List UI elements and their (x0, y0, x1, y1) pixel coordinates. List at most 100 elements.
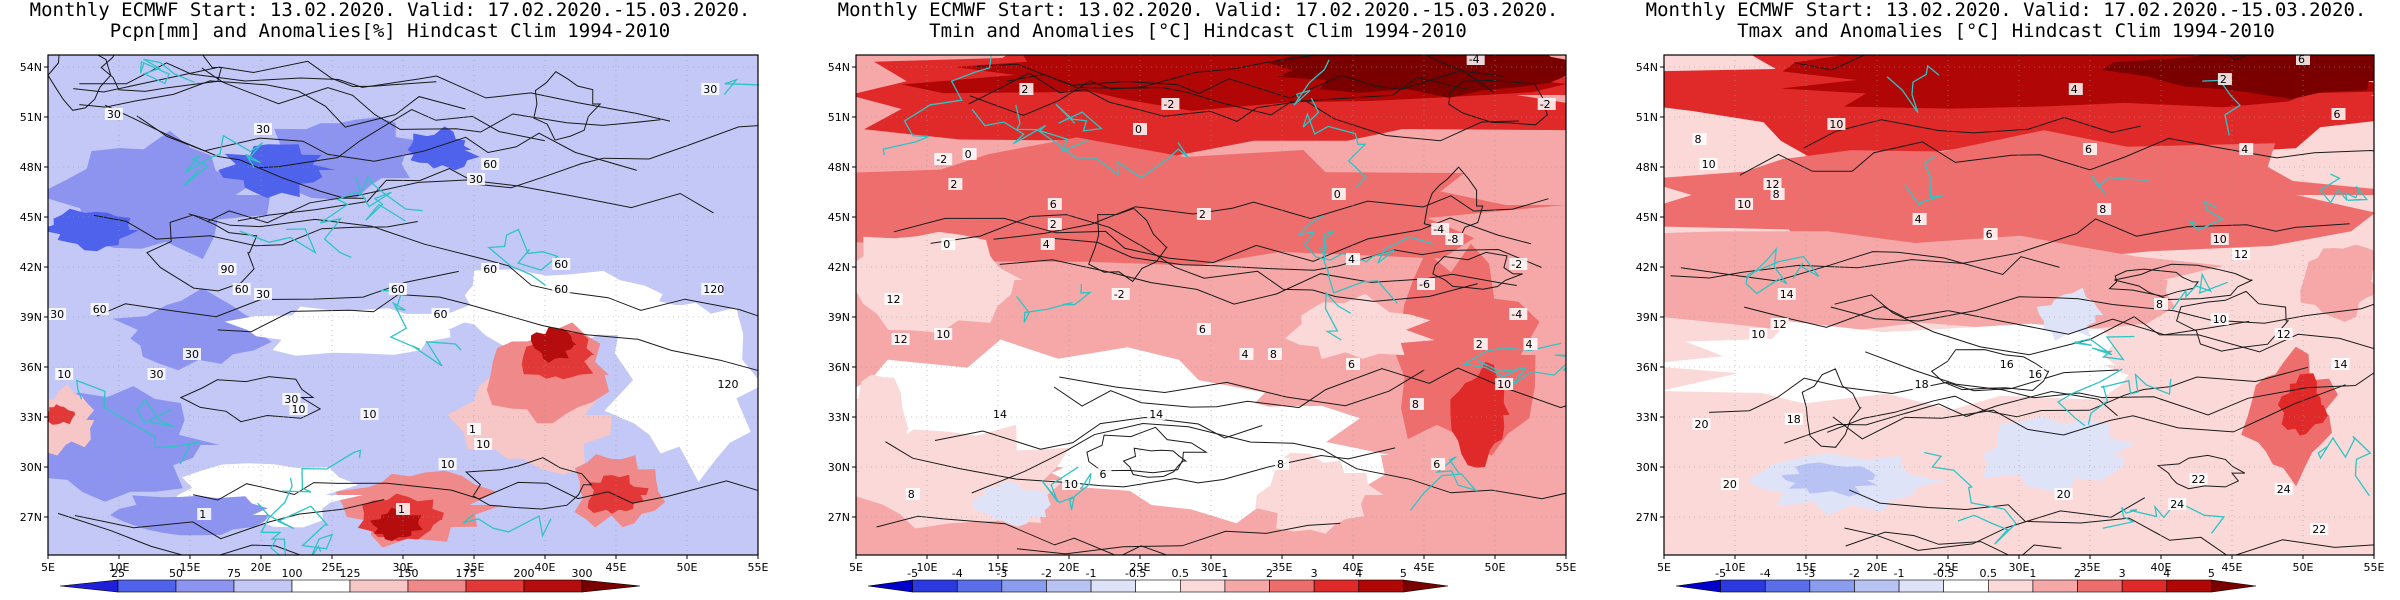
contour-line (1803, 116, 2141, 149)
colorbar-label: 2 (1266, 567, 1273, 580)
coastline (1745, 246, 1820, 295)
contour-label-text: 4 (2071, 83, 2078, 96)
title-line-2: Tmax and Anomalies [°C] Hindcast Clim 19… (1737, 20, 2275, 42)
colorbar-segment (912, 579, 958, 593)
coastline (487, 228, 559, 286)
contour-label-bg (2274, 328, 2293, 340)
colorbar-label: 2 (2074, 567, 2081, 580)
contour-label: 10 (1749, 328, 1768, 341)
lon-tick-label: 55E (2364, 561, 2385, 574)
contour-line (1849, 489, 2374, 555)
contour-label-bg (360, 408, 379, 420)
contour-label: 120 (715, 378, 739, 391)
contour-label: 60 (481, 158, 500, 171)
contour-label-text: 6 (1100, 468, 1107, 481)
colorbar-segment (1269, 579, 1315, 593)
contour-line (79, 80, 466, 128)
contour-label: 1 (396, 503, 410, 516)
lon-tick-label: 40E (2151, 561, 2172, 574)
lat-tick-label: 36N (828, 361, 850, 374)
contour-line (1801, 368, 1862, 448)
contour-label-bg (2274, 483, 2293, 495)
contour-label-text: 16 (2028, 368, 2042, 381)
contour-label-text: 1 (398, 503, 405, 516)
lat-tick-label: 27N (1636, 511, 1658, 524)
contour-label-bg (1019, 83, 1034, 95)
contour-line (885, 441, 1396, 488)
anomaly-area (587, 474, 649, 514)
contour-line (1827, 366, 2308, 433)
contour-label: 14 (2331, 358, 2350, 371)
contour-label-text: 8 (1270, 348, 1277, 361)
contour-label-text: 4 (1043, 238, 1050, 251)
lon-tick-label: 25E (1938, 561, 1959, 574)
contour-label: 14 (1147, 408, 1166, 421)
contour-label-bg (474, 438, 493, 450)
contour-label: 16 (1997, 358, 2016, 371)
contour-label-bg (1431, 223, 1450, 235)
contour-label-text: 30 (107, 108, 121, 121)
contour-label-text: 20 (1723, 478, 1737, 491)
lat-tick-label: 39N (20, 311, 42, 324)
contour-label-bg (1537, 98, 1556, 110)
contour-label-bg (1431, 458, 1446, 470)
anomaly-area (1285, 293, 1435, 359)
contour-label-text: 14 (2334, 358, 2348, 371)
anomaly-area (1664, 321, 2129, 410)
contour-line (188, 213, 758, 317)
coastline (882, 55, 993, 156)
coastline (1015, 104, 1189, 179)
contour-label-text: 2 (1021, 83, 1028, 96)
panel-title: Monthly ECMWF Start: 13.02.2020. Valid: … (0, 0, 780, 42)
contour-label-bg (905, 488, 920, 500)
contour-label: 22 (2189, 473, 2208, 486)
coastline (1293, 59, 1330, 106)
contour-label: 8 (1275, 458, 1289, 471)
contour-label: 12 (2232, 248, 2251, 261)
colorbar-segment (465, 579, 525, 593)
lat-tick-label: 27N (828, 511, 850, 524)
contour-label: 2 (948, 178, 963, 191)
contour-label-text: 30 (703, 83, 717, 96)
contour-label-bg (2310, 523, 2329, 535)
contour-label-bg (1495, 378, 1514, 390)
lat-tick-label: 48N (20, 161, 42, 174)
contour-label-text: 20 (1695, 418, 1709, 431)
contour-label: -6 (1417, 278, 1435, 291)
colorbar-label: 0.5 (1980, 567, 1998, 580)
colorbar: 25 50 75 100 125 150 175 200 300 (59, 567, 641, 593)
contour-label-bg (1699, 158, 1718, 170)
contour-label: 4 (1346, 253, 1360, 266)
contour-label-text: 16 (2000, 358, 2014, 371)
contour-label-text: 2 (950, 178, 957, 191)
contour-label-text: 6 (1433, 458, 1440, 471)
colorbar-label: 25 (111, 567, 125, 580)
coastline (1016, 284, 1092, 323)
colorbar-segment (2032, 579, 2078, 593)
contour-line (976, 63, 1468, 116)
contour-label: 24 (2168, 498, 2187, 511)
contour-label-bg (941, 238, 956, 250)
contour-line (1930, 349, 2050, 392)
contour-label: 6 (2331, 108, 2346, 121)
contour-label-bg (1331, 188, 1346, 200)
colorbar-label: -5 (907, 567, 918, 580)
lon-tick-label: 15E (988, 561, 1009, 574)
contour-label-text: 30 (256, 123, 270, 136)
contour-label-bg (2232, 248, 2251, 260)
contour-line (1059, 369, 1425, 407)
contour-label-text: 30 (50, 308, 64, 321)
contour-label-bg (388, 283, 407, 295)
coastline (1924, 451, 2017, 545)
contour-label: 20 (1692, 418, 1711, 431)
contour-label-text: 10 (476, 438, 490, 451)
coastline (2057, 368, 2123, 427)
contour-line (48, 55, 112, 111)
contour-label-text: 6 (2085, 143, 2092, 156)
contour-line (1448, 79, 1548, 126)
contour-label-bg (2210, 313, 2229, 325)
contour-label: 6 (1047, 198, 1062, 211)
lat-tick-label: 36N (20, 361, 42, 374)
contour-line (968, 72, 1519, 142)
